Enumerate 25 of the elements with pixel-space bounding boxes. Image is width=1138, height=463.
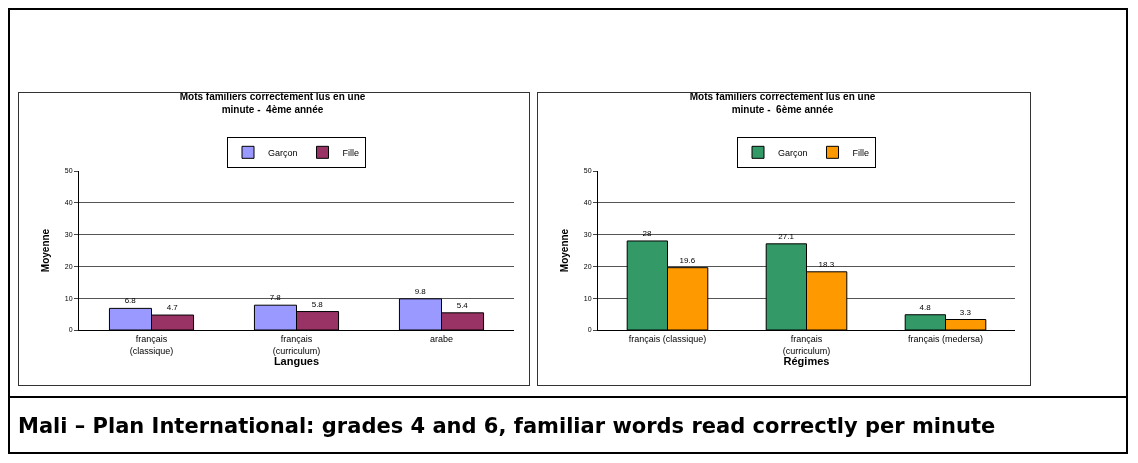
legend-label: Fille (342, 147, 360, 158)
data-label: 4.7 (166, 303, 179, 313)
x-tick-label: français (classique) (129, 333, 174, 356)
data-label: 19.6 (679, 255, 696, 265)
x-tick-label: français (curriculum) (272, 333, 321, 356)
y-axis-title: Moyenne (559, 228, 570, 273)
x-tick-label: arabe (429, 333, 454, 344)
x-tick-label: français (curriculum) (782, 333, 831, 356)
text: Mali – Plan International: grades 4 and 6, familiar words read correctly per minute (8, 396, 1128, 454)
data-label: 3.3 (959, 307, 972, 317)
chart-title: Mots familiers correctement lus en une minute - 4ème année (179, 91, 366, 116)
legend-label: Fille (852, 147, 870, 158)
data-label: 5.4 (456, 300, 469, 310)
data-label: 6.8 (124, 296, 137, 306)
legend-label: Garçon (268, 147, 298, 158)
x-axis-title: Régimes (783, 355, 830, 368)
x-tick-label: français (classique) (628, 333, 707, 344)
chart-title: Mots familiers correctement lus en une minute - 6ème année (689, 91, 876, 116)
x-tick-label: français (medersa) (907, 333, 984, 344)
data-label: 4.8 (919, 302, 932, 312)
data-label: 5.8 (311, 299, 324, 309)
x-axis-title: Langues (273, 355, 320, 368)
data-label: 9.8 (414, 286, 427, 296)
legend-label: Garçon (778, 147, 808, 158)
y-axis-title: Moyenne (40, 228, 51, 273)
